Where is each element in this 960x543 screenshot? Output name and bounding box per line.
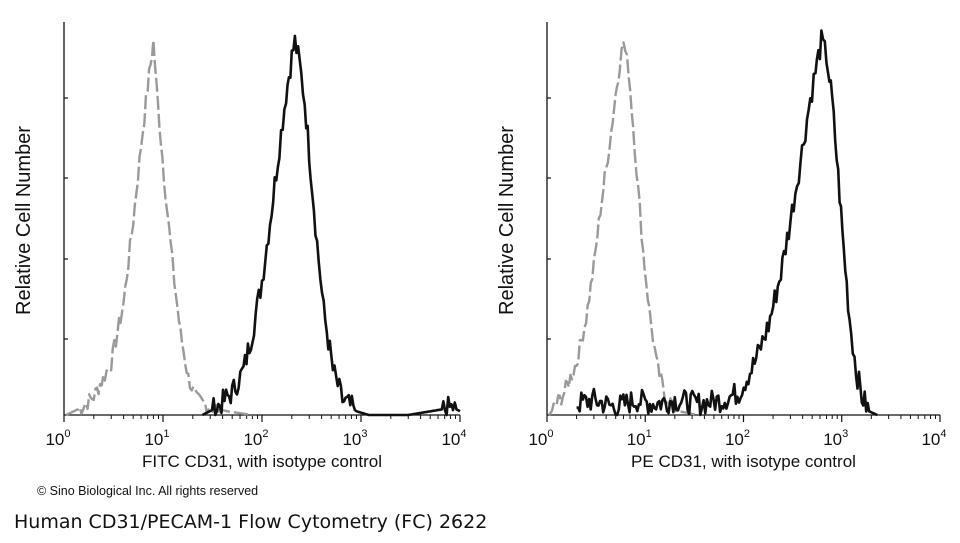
- isotype-control-curve: [65, 38, 253, 417]
- histogram-panel-pe: 100 101 102 103 104 PE CD31, with isotype con…: [496, 22, 947, 471]
- figure-caption: Human CD31/PECAM-1 Flow Cytometry (FC) 2…: [14, 511, 488, 533]
- copyright-notice: © Sino Biological Inc. All rights reserv…: [37, 484, 259, 498]
- cd31-stained-curve: [201, 34, 461, 417]
- x-tick-label: 101: [627, 428, 652, 449]
- x-tick-label: 103: [823, 428, 848, 449]
- y-axis-label: Relative Cell Number: [13, 126, 35, 315]
- x-tick-label: 102: [243, 428, 268, 449]
- isotype-control-curve: [548, 41, 699, 417]
- x-tick-label: 104: [441, 428, 466, 449]
- x-axis-label: PE CD31, with isotype control: [631, 452, 856, 471]
- cd31-stained-curve: [576, 29, 878, 417]
- x-tick-label: 103: [342, 428, 367, 449]
- x-tick-label: 100: [528, 428, 553, 449]
- x-tick-label: 100: [45, 428, 70, 449]
- y-axis-label: Relative Cell Number: [496, 126, 518, 315]
- histogram-panel-fitc: 100 101 102 103 104 FITC CD31, with isotype c…: [13, 22, 467, 471]
- x-tick-label: 104: [921, 428, 946, 449]
- x-tick-label: 101: [144, 428, 169, 449]
- x-tick-label: 102: [725, 428, 750, 449]
- x-axis-label: FITC CD31, with isotype control: [142, 452, 382, 471]
